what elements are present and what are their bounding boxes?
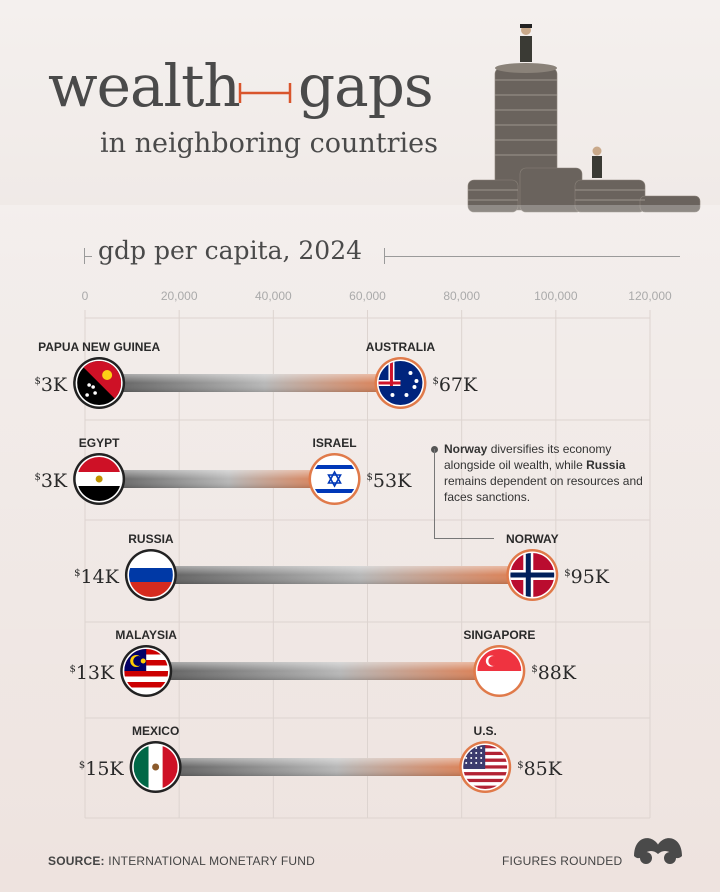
country-label: EGYPT (79, 436, 120, 450)
country-label: ISRAEL (313, 436, 357, 450)
source-label: SOURCE: (48, 854, 105, 868)
section-title-left-line (84, 256, 92, 257)
value-label: $88K (531, 662, 577, 684)
australia-flag (374, 357, 427, 409)
x-tick-label: 40,000 (255, 289, 292, 303)
x-tick-label: 80,000 (443, 289, 480, 303)
figures-rounded-note: FIGURES ROUNDED (502, 854, 623, 868)
annotation-text-part2: remains dependent on resources and faces… (444, 474, 643, 504)
source-text: INTERNATIONAL MONETARY FUND (104, 854, 316, 868)
logo-icon (634, 838, 682, 864)
russia-flag (124, 549, 177, 601)
value-label: $13K (69, 662, 115, 684)
chart-title: gdp per capita, 2024 (98, 236, 363, 265)
value-label: $15K (79, 758, 125, 780)
country-label: MALAYSIA (115, 628, 177, 642)
x-tick-label: 100,000 (534, 289, 578, 303)
usa-flag (459, 741, 512, 793)
title-gaps: gaps (298, 52, 434, 120)
section-title-right-line (384, 256, 680, 257)
country-label: PAPUA NEW GUINEA (38, 340, 160, 354)
country-label: MEXICO (132, 724, 179, 738)
annotation-leader-vertical (434, 449, 435, 539)
annotation-bold-russia: Russia (586, 458, 626, 472)
gap-bar-shine (99, 374, 401, 392)
value-label: $95K (564, 566, 610, 588)
country-label: SINGAPORE (463, 628, 535, 642)
annotation-leader-horizontal (434, 538, 494, 539)
israel-flag (308, 453, 361, 505)
source-note: SOURCE: INTERNATIONAL MONETARY FUND (48, 854, 315, 868)
value-label: $53K (367, 470, 413, 492)
singapore-flag (473, 645, 526, 697)
value-label: $3K (34, 470, 67, 492)
norway-flag (506, 549, 559, 601)
chart-row: MALAYSIA $13K SINGAPORE $88K (69, 628, 577, 697)
subtitle: in neighboring countries (100, 128, 439, 159)
gap-bar-shine (150, 566, 533, 584)
x-tick-label: 20,000 (161, 289, 198, 303)
value-label: $3K (34, 374, 67, 396)
gap-bar-shine (99, 470, 335, 488)
value-label: $14K (74, 566, 120, 588)
value-label: $67K (432, 374, 478, 396)
x-tick-label: 0 (82, 289, 89, 303)
annotation-bold-norway: Norway (444, 442, 488, 456)
gap-connector-icon (238, 83, 292, 103)
country-label: NORWAY (506, 532, 559, 546)
gap-bar-shine (146, 662, 500, 680)
country-label: AUSTRALIA (366, 340, 436, 354)
mexico-flag (129, 741, 182, 793)
malaysia-flag (120, 645, 173, 697)
x-tick-label: 120,000 (628, 289, 672, 303)
annotation-text-part1: diversifies its economy alongside oil we… (444, 442, 612, 472)
chart-row: EGYPT $3K ISRAEL $53K (34, 436, 412, 505)
egypt-flag (73, 453, 126, 505)
chart-panel (0, 205, 720, 892)
country-label: U.S. (474, 724, 497, 738)
country-label: RUSSIA (128, 532, 174, 546)
x-tick-label: 60,000 (349, 289, 386, 303)
chart-row: MEXICO $15K U.S. $85K (79, 724, 563, 793)
value-label: $85K (517, 758, 563, 780)
chart-row: RUSSIA $14K NORWAY $95K (74, 532, 610, 601)
chart-row: PAPUA NEW GUINEA $3K AUSTRALIA $67K (34, 340, 478, 409)
papua-new-guinea-flag (73, 357, 126, 409)
gap-bar-shine (155, 758, 486, 776)
title-wealth: wealth (48, 52, 241, 120)
section-title-right-tick (384, 248, 385, 264)
annotation-text: Norway diversifies its economy alongside… (444, 441, 644, 505)
coin-stacks-illustration (467, 24, 701, 213)
